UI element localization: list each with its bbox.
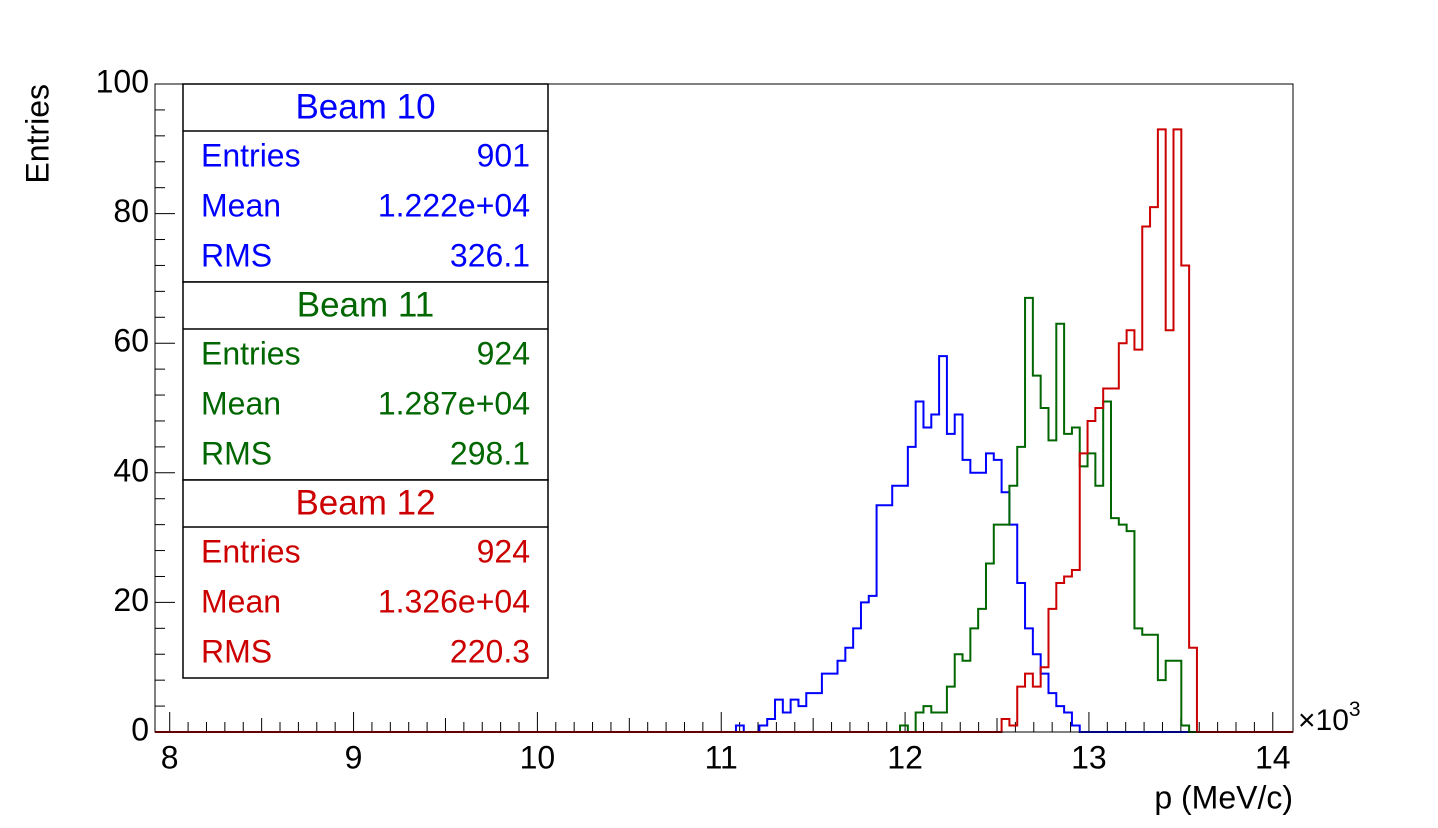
stats-title: Beam 11 [297,285,435,324]
x-multiplier-power: 3 [1349,698,1361,721]
stats-value: 924 [477,533,530,569]
x-tick-label: 12 [887,739,923,775]
y-tick-label: 40 [113,452,149,488]
stats-label: Entries [201,335,301,371]
stats-value: 924 [477,335,530,371]
stats-label: RMS [201,435,272,471]
stats-box: Beam 11 Entries 924 Mean 1.287e+04 RMS 298.1 [182,281,549,481]
histogram-line [155,355,1293,733]
plot-frame [154,83,1294,733]
y-tick-label: 80 [113,193,149,229]
x-tick-label: 11 [705,739,738,775]
stats-value: 326.1 [450,237,530,273]
x-tick-label: 9 [345,739,363,775]
stats-title: Beam 10 [295,87,435,126]
x-multiplier-base: ×10 [1298,704,1349,737]
stats-box-frame [182,281,549,481]
x-tick-label: 8 [161,739,179,775]
x-axis-label: p (MeV/c) [1154,779,1293,815]
stats-value: 1.326e+04 [378,583,530,619]
stats-value: 298.1 [450,435,530,471]
x-tick-label: 14 [1255,739,1291,775]
stats-label: RMS [201,237,272,273]
y-tick-label: 100 [96,63,149,99]
stats-label: Mean [201,385,281,421]
stats-value: 1.222e+04 [378,187,530,223]
stats-box-frame [182,479,549,679]
y-axis-label: Entries [19,84,55,184]
y-tick-label: 20 [113,582,149,618]
stats-box-frame [182,83,549,283]
x-multiplier: ×103 [1298,698,1361,737]
stats-label: Entries [201,533,301,569]
stats-box: Beam 12 Entries 924 Mean 1.326e+04 RMS 220.3 [182,479,549,679]
x-tick-label: 10 [520,739,556,775]
stats-value: 901 [477,137,530,173]
y-tick-label: 0 [131,711,149,747]
stats-label: RMS [201,633,272,669]
stats-title: Beam 12 [295,483,435,522]
stats-label: Mean [201,583,281,619]
stats-box: Beam 10 Entries 901 Mean 1.222e+04 RMS 326.1 [182,83,549,283]
stats-label: Entries [201,137,301,173]
y-tick-label: 60 [113,323,149,359]
x-tick-label: 13 [1071,739,1107,775]
stats-value: 1.287e+04 [378,385,530,421]
stats-value: 220.3 [450,633,530,669]
stats-label: Mean [201,187,281,223]
